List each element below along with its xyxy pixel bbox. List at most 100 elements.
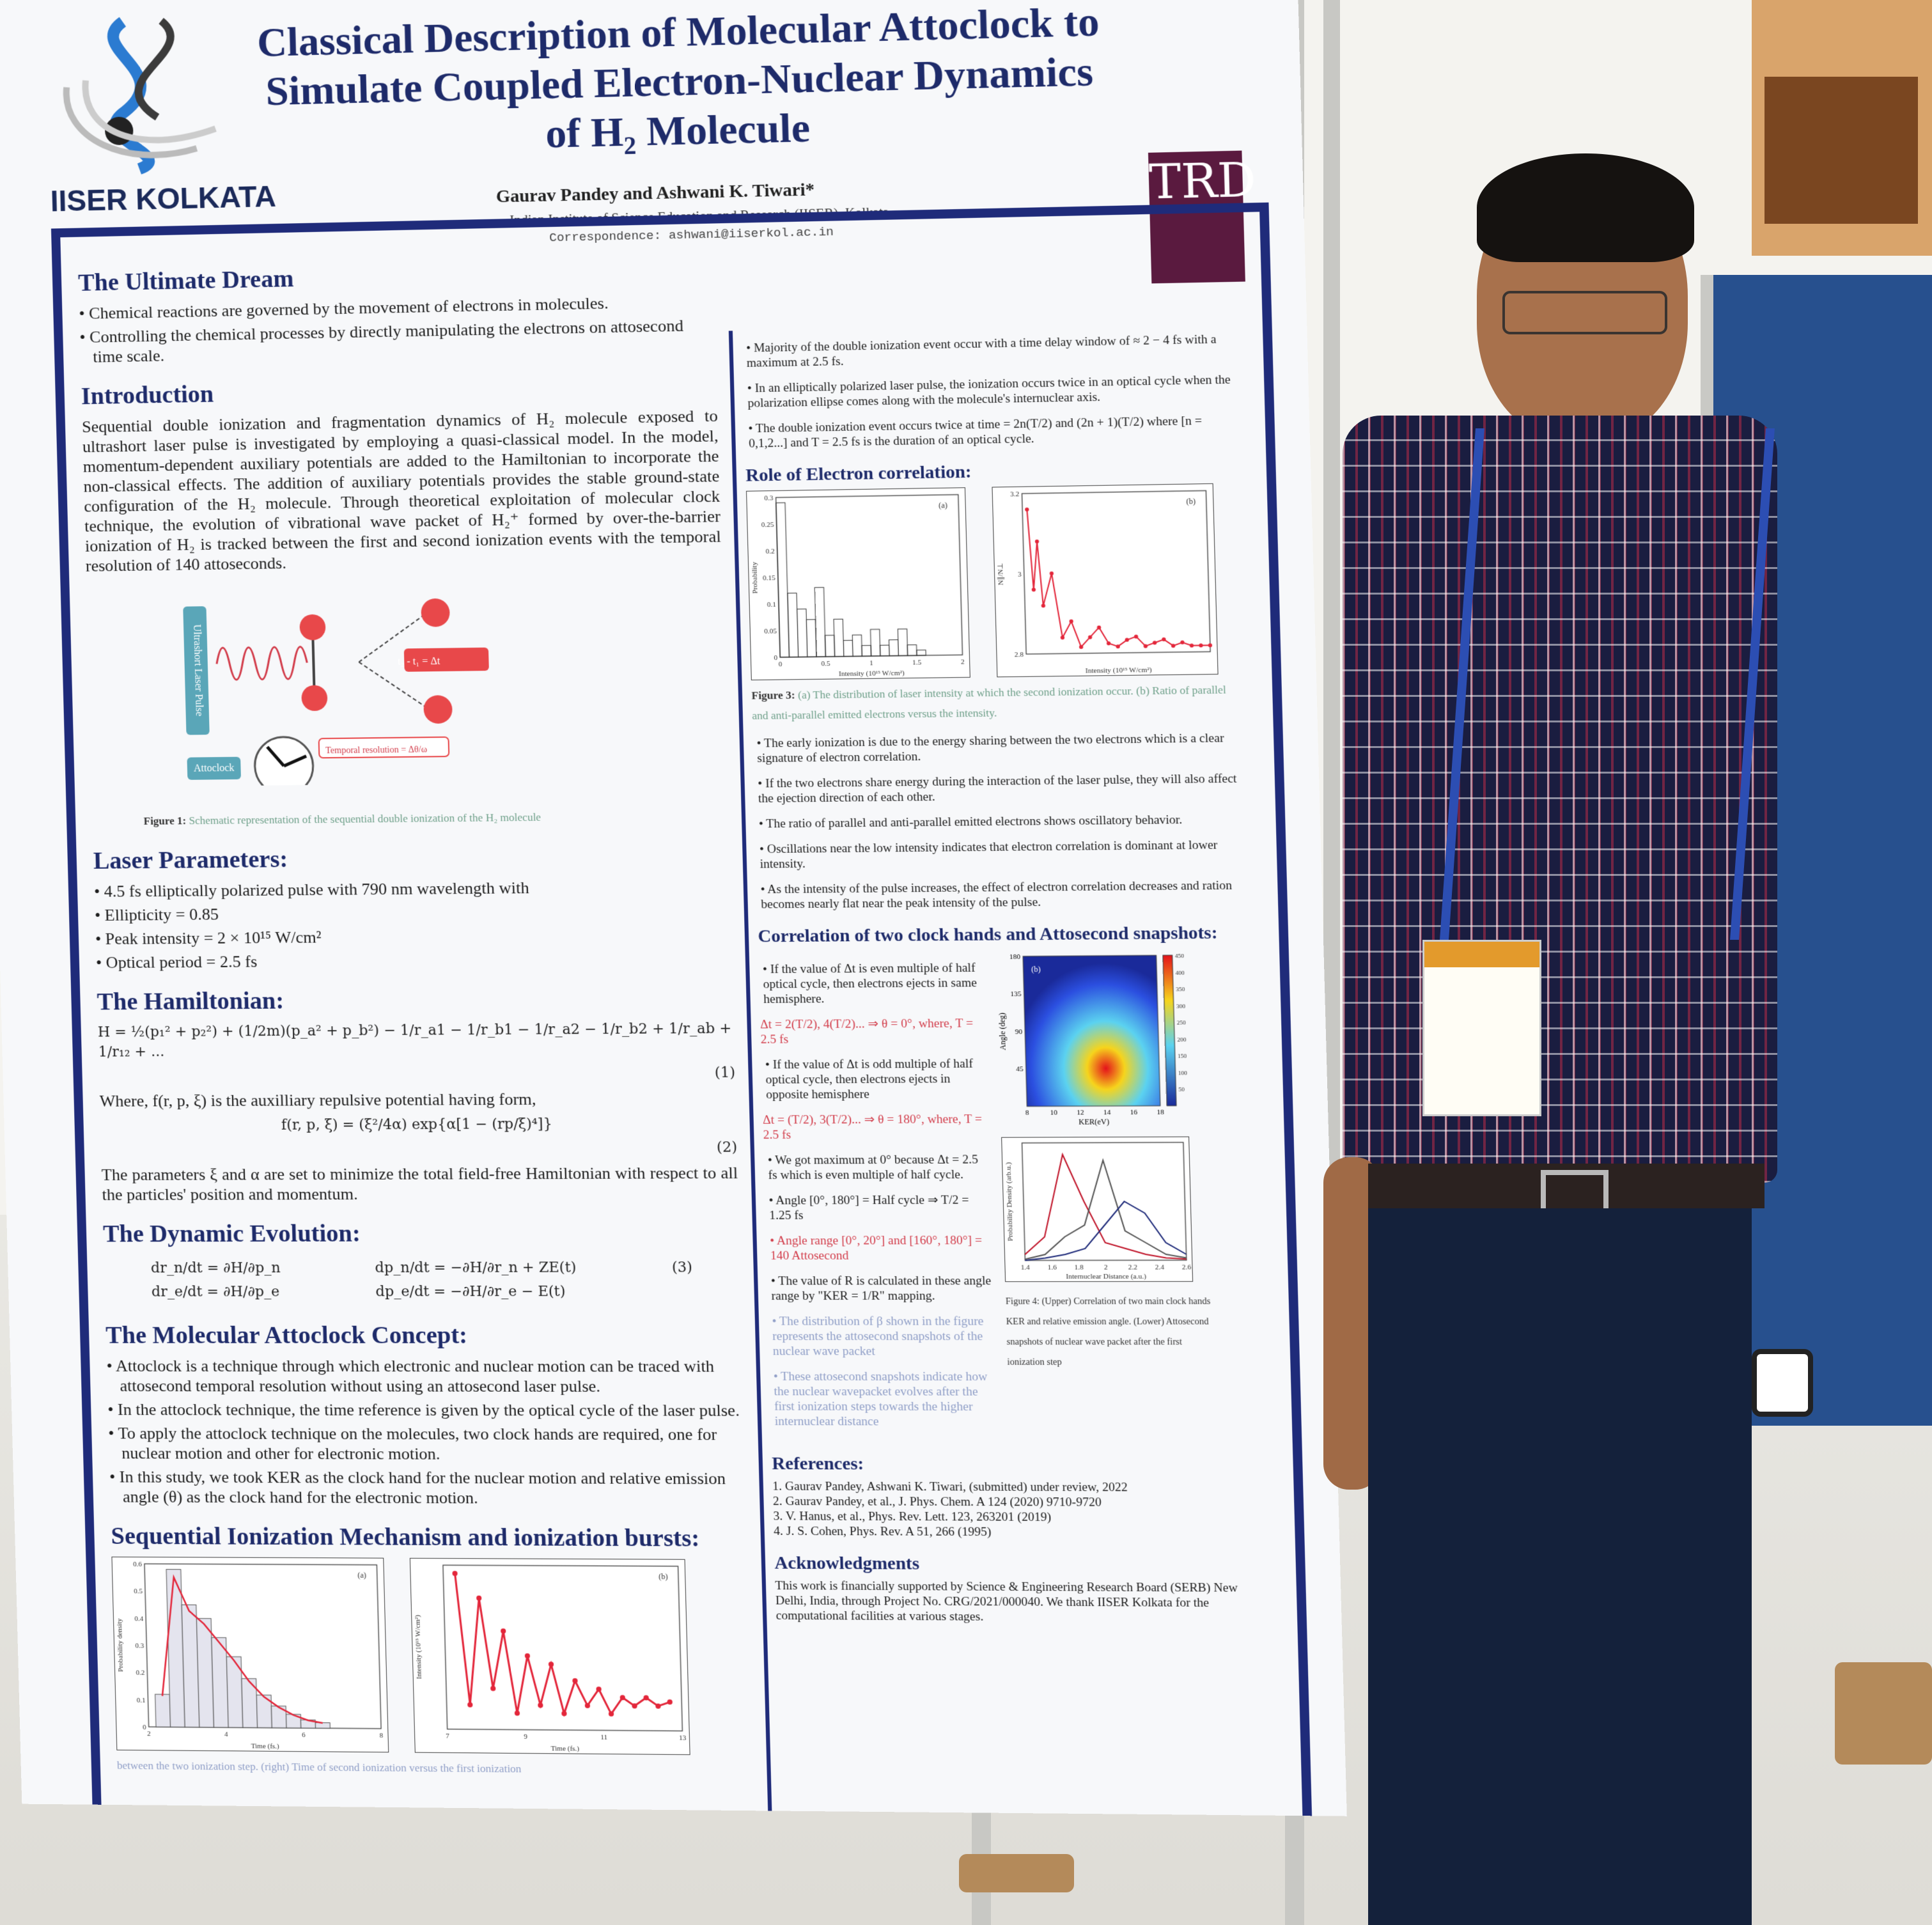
x-tick-label: 11 bbox=[600, 1734, 607, 1742]
snapshot-item: If the value of Δt is even multiple of h… bbox=[763, 960, 985, 1007]
panel-label: (a) bbox=[357, 1571, 366, 1580]
heading-attoclock: The Molecular Attoclock Concept: bbox=[105, 1321, 743, 1350]
y-axis-label: Angle (deg) bbox=[997, 1013, 1008, 1050]
x-tick-label: 2.4 bbox=[1155, 1263, 1165, 1271]
x-tick-label: 8 bbox=[1025, 1109, 1030, 1117]
y-tick-label: 0.1 bbox=[767, 601, 776, 609]
y-tick-label: 2.8 bbox=[1015, 651, 1024, 659]
histogram-bar bbox=[852, 635, 862, 657]
x-tick-label: 1.6 bbox=[1047, 1264, 1057, 1272]
ratio-point bbox=[1041, 604, 1045, 607]
heading-hamiltonian: The Hamiltonian: bbox=[97, 984, 733, 1017]
delay-bullet: Majority of the double ionization event … bbox=[746, 332, 1234, 371]
person-hair bbox=[1477, 153, 1694, 262]
x-tick-label: 1.4 bbox=[1020, 1264, 1030, 1272]
chart-ionization-bursts: 7 9 11 13 Time (fs.) Intensity (10¹⁵ W/cm²) (b… bbox=[410, 1558, 690, 1755]
heading-acknowledgments: Acknowledgments bbox=[774, 1553, 1266, 1575]
histogram-bar bbox=[788, 593, 799, 657]
fig1-caption: Figure 1: Schematic representation of th… bbox=[143, 806, 729, 831]
x-tick-label: 10 bbox=[1050, 1109, 1057, 1116]
figure-3: 0 0.5 1 1.5 2 0 0.05 0.1 0.15 0.2 0.25 0.3 Intensity… bbox=[746, 483, 1242, 680]
colorbar-label: 50 bbox=[1178, 1086, 1185, 1093]
snapshot-item: Angle range [0°, 20°] and [160°, 180°] =… bbox=[770, 1233, 992, 1263]
ratio-point bbox=[1153, 641, 1157, 644]
x-axis-label: Internuclear Distance (a.u.) bbox=[1066, 1273, 1146, 1281]
figure-4: 50 100 150 200 250 300 350 400 450 8 10 12 14 16 18 45 9… bbox=[996, 948, 1222, 1440]
y-tick-label: 3.2 bbox=[1010, 490, 1020, 498]
heading-snapshots: Correlation of two clock hands and Attos… bbox=[758, 923, 1250, 946]
equation-1: H = ½(p₁² + p₂²) + (1/2m)(p_a² + p_b²) −… bbox=[98, 1018, 735, 1062]
snapshot-item: Δt = (T/2), 3(T/2)... ⇒ θ = 180°, where,… bbox=[763, 1112, 988, 1142]
x-tick-label: 1.5 bbox=[912, 659, 922, 666]
x-tick-label: 13 bbox=[679, 1734, 687, 1742]
x-tick-label: 2.6 bbox=[1182, 1263, 1192, 1271]
research-poster: IISER KOLKATA TRD Classical Description … bbox=[0, 0, 1347, 1816]
stand-foot-right bbox=[1835, 1662, 1932, 1765]
ratio-point bbox=[1208, 643, 1212, 647]
x-tick-label: 1.8 bbox=[1074, 1263, 1084, 1271]
histogram-bar bbox=[917, 650, 926, 656]
x-tick-label: 12 bbox=[1077, 1109, 1084, 1116]
x-axis-label: Intensity (10¹⁵ W/cm²) bbox=[1086, 666, 1152, 675]
x-tick-label: 0 bbox=[779, 660, 783, 668]
y-tick-label: 0.1 bbox=[137, 1696, 146, 1704]
fig1-caption-lead: Figure 1: bbox=[143, 814, 186, 827]
y-tick-label: 0.05 bbox=[764, 627, 777, 635]
y-tick-label: 0.3 bbox=[135, 1642, 144, 1649]
x-tick-label: 14 bbox=[1103, 1109, 1111, 1116]
id-badge bbox=[1422, 940, 1541, 1116]
heading-laser: Laser Parameters: bbox=[93, 841, 729, 875]
burst-point bbox=[549, 1662, 554, 1667]
x-tick-label: 16 bbox=[1130, 1109, 1137, 1116]
x-tick-label: 2.2 bbox=[1128, 1263, 1137, 1271]
equation-1-number: (1) bbox=[98, 1063, 735, 1086]
burst-point bbox=[501, 1628, 506, 1633]
x-tick-label: 2 bbox=[147, 1730, 151, 1738]
chart-wavepacket-snapshots: 1.4 1.6 1.8 2 2.2 2.4 2.6Internuclear Distance… bbox=[1001, 1137, 1193, 1282]
fig2-caption: between the two ionization step. (right)… bbox=[117, 1756, 754, 1781]
heatmap-area bbox=[1023, 955, 1160, 1106]
left-column: The Ultimate Dream Chemical reactions ar… bbox=[77, 240, 754, 1786]
reference-item: 3. V. Hanus, et al., Phys. Rev. Lett. 12… bbox=[773, 1509, 1265, 1525]
burst-point bbox=[452, 1571, 457, 1576]
heading-dynamic: The Dynamic Evolution: bbox=[103, 1219, 740, 1248]
y-tick-label: 0.2 bbox=[765, 547, 774, 555]
colorbar-label: 450 bbox=[1175, 953, 1185, 959]
histogram-bar bbox=[776, 503, 790, 657]
y-tick-label: 0.15 bbox=[763, 574, 776, 582]
chart-ker-angle-heatmap: 501001502002503003504004508 10 12 14 16 18459… bbox=[996, 949, 1201, 1133]
y-tick-label: 0 bbox=[143, 1724, 146, 1731]
y-tick-label: 0.4 bbox=[134, 1615, 144, 1623]
chart-parallel-ratio: 2.833.2Intensity (10¹⁵ W/cm²)N∥/N⊥(b) bbox=[992, 483, 1218, 677]
panel-label: (a) bbox=[939, 501, 947, 510]
correlation-bullet: The ratio of parallel and anti-parallel … bbox=[759, 812, 1247, 832]
snapshot-item: Δt = 2(T/2), 4(T/2)... ⇒ θ = 0°, where, … bbox=[760, 1016, 986, 1047]
y-axis-label: N∥/N⊥ bbox=[997, 563, 1005, 586]
histogram-bar bbox=[871, 629, 880, 656]
histogram-bar bbox=[155, 1694, 171, 1727]
colorbar-label: 350 bbox=[1176, 986, 1185, 992]
x-tick-label: 1 bbox=[869, 659, 873, 667]
x-axis-label: KER(eV) bbox=[1079, 1117, 1109, 1126]
panel-label: (b) bbox=[658, 1572, 668, 1581]
dna-helix-icon bbox=[45, 6, 242, 177]
ratio-line bbox=[1027, 507, 1210, 648]
histogram-bar bbox=[907, 645, 917, 656]
burst-point bbox=[467, 1702, 472, 1707]
x-tick-label: 9 bbox=[524, 1733, 527, 1741]
snapshot-series-line bbox=[1022, 1154, 1187, 1259]
x-tick-label: 2 bbox=[961, 658, 965, 666]
burst-point bbox=[515, 1711, 520, 1716]
chart-intensity-distribution: 0 0.5 1 1.5 200.050.10.150.20.250.3Intensity… bbox=[746, 487, 970, 680]
laser-bullet: 4.5 fs elliptically polarized pulse with… bbox=[107, 876, 731, 901]
y-tick-label: 90 bbox=[1015, 1028, 1023, 1036]
y-tick-label: 45 bbox=[1016, 1066, 1024, 1073]
x-tick-label: 4 bbox=[224, 1731, 228, 1738]
snapshot-item: The distribution of β shown in the figur… bbox=[772, 1314, 993, 1359]
equation-2-intro: Where, f(r, p, ξ) is the auxilliary repu… bbox=[99, 1088, 736, 1111]
correlation-bullet: Oscillations near the low intensity indi… bbox=[760, 838, 1248, 872]
reference-item: 1. Gaurav Pandey, Ashwani K. Tiwari, (su… bbox=[772, 1479, 1265, 1495]
plot-area bbox=[776, 495, 963, 657]
figure-1: Ultrashort Laser Pulse t₂ - t₁ bbox=[183, 586, 728, 806]
histogram-bar bbox=[825, 635, 834, 657]
